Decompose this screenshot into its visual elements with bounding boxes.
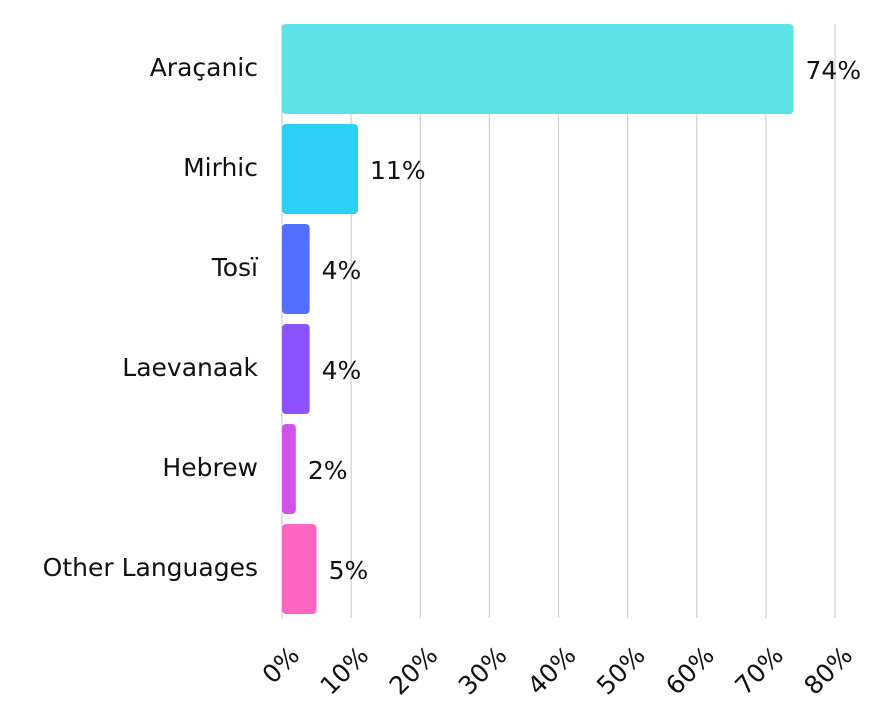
value-label: 4% xyxy=(322,356,362,385)
bar xyxy=(282,324,310,414)
y-tick-label: Araçanic xyxy=(150,53,258,82)
x-tick-label: 10% xyxy=(315,641,375,701)
value-label: 5% xyxy=(329,556,369,585)
y-tick-label: Tosï xyxy=(211,253,259,282)
value-label: 74% xyxy=(806,56,862,85)
x-tick-label: 20% xyxy=(384,641,444,701)
value-label: 4% xyxy=(322,256,362,285)
bar xyxy=(282,524,317,614)
y-tick-label: Other Languages xyxy=(43,553,258,582)
y-tick-label: Mirhic xyxy=(183,153,258,182)
y-tick-label: Hebrew xyxy=(162,453,258,482)
bar xyxy=(282,224,310,314)
bar xyxy=(282,424,296,514)
x-tick-label: 50% xyxy=(591,641,651,701)
x-tick-label: 80% xyxy=(798,641,858,701)
x-tick-label: 40% xyxy=(522,641,582,701)
bar xyxy=(282,24,794,114)
y-tick-label: Laevanaak xyxy=(122,353,258,382)
bar xyxy=(282,124,359,214)
x-tick-label: 0% xyxy=(257,641,306,690)
x-tick-label: 60% xyxy=(660,641,720,701)
value-label: 11% xyxy=(370,156,426,185)
value-label: 2% xyxy=(308,456,348,485)
x-tick-label: 70% xyxy=(729,641,789,701)
x-tick-label: 30% xyxy=(453,641,513,701)
